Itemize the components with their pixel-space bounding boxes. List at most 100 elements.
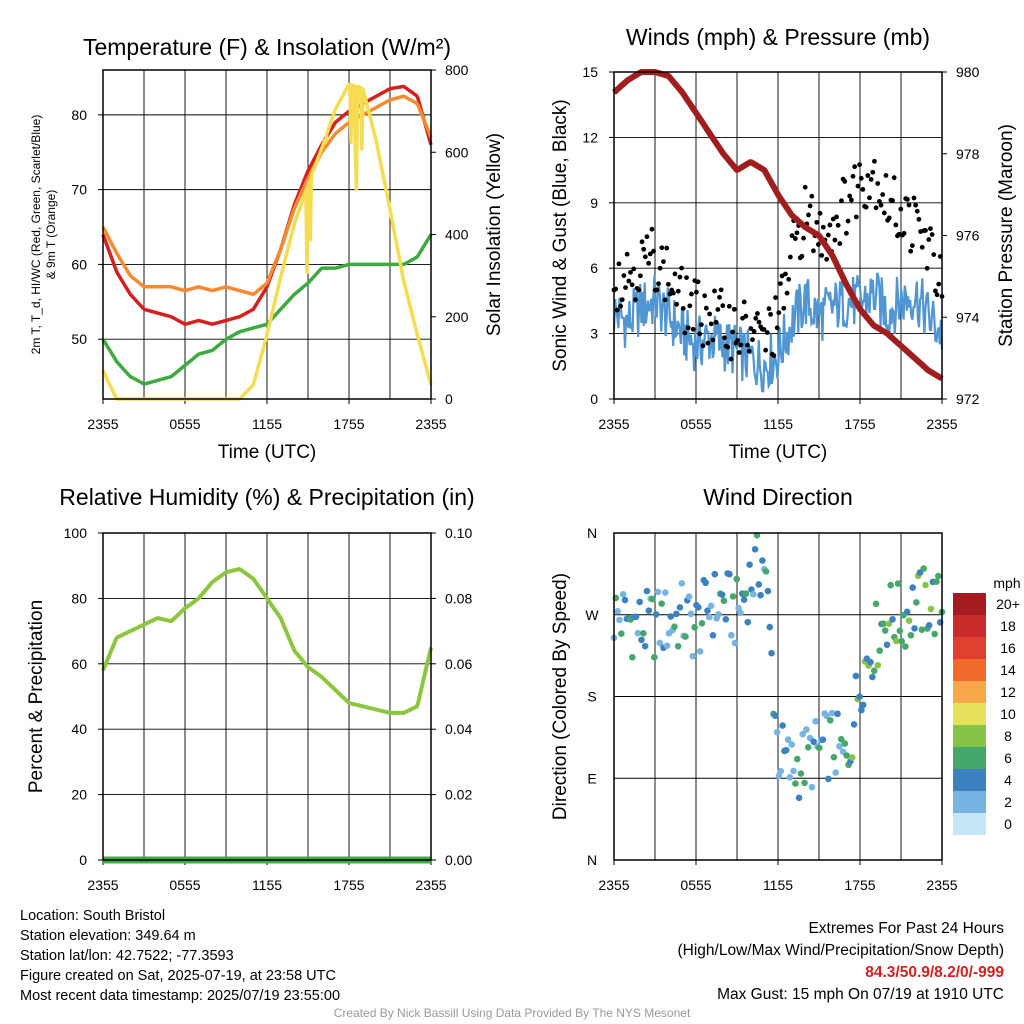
direction-point [786,773,794,781]
direction-point [764,587,772,595]
direction-point [641,642,649,650]
gust-point [870,169,876,175]
direction-point [685,593,693,601]
gust-point [682,330,688,336]
gust-point [689,291,694,297]
chart-title: Winds (mph) & Pressure (mb) [626,24,930,50]
direction-point [828,709,836,717]
legend-swatch [953,615,986,637]
legend-label: 18 [1000,618,1016,634]
gust-point [644,234,650,240]
direction-point [702,579,709,587]
direction-point [801,779,808,787]
direction-point [858,706,865,714]
x-tick-label: 2355 [598,416,629,432]
gust-point [725,344,731,350]
gust-point [707,311,712,317]
gust-point [868,177,874,182]
gust-point [746,348,752,354]
direction-point [810,738,818,746]
gust-point [886,215,892,221]
gust-point [855,183,861,189]
gust-point [694,289,699,295]
gust-point [642,254,648,260]
x-axis-label: Time (UTC) [729,442,828,463]
direction-point [797,770,805,777]
direction-point [782,746,790,754]
gust-point [913,202,919,208]
plot-frame [102,532,432,861]
direction-point [876,647,883,654]
gust-point [730,329,736,335]
direction-point [768,649,775,657]
legend-label: 16 [1000,640,1016,656]
gust-point [659,245,665,251]
gust-point [786,276,792,282]
direction-point [841,740,849,747]
gust-point [651,248,656,254]
x-tick-label: 1755 [844,416,875,432]
legend-label: 12 [1000,684,1016,700]
gust-point [865,173,871,178]
direction-point [935,572,942,580]
gust-point [792,236,798,241]
gust-point [789,233,795,239]
plot-frame [613,532,943,861]
direction-point [793,755,801,763]
gust-point [761,327,767,332]
direction-point [705,613,713,621]
x-tick-label: 1155 [252,877,282,893]
gust-point [687,303,693,309]
legend-swatch [953,791,986,813]
legend-swatch [953,769,986,791]
gust-point [616,261,622,267]
direction-point [645,607,653,614]
gust-point [814,219,820,225]
gust-point [778,281,783,286]
direction-point [892,637,900,645]
gust-point [748,326,754,331]
y-axis-label: Percent & Precipitation [26,600,47,793]
gust-point [665,281,671,287]
y2-tick-label: 800 [445,62,469,78]
gust-point [832,237,838,243]
direction-point [852,672,860,680]
legend-label: 14 [1000,662,1016,678]
direction-point [746,561,753,568]
direction-point [918,626,926,634]
gust-point [787,254,793,260]
legend-swatch [953,681,986,703]
direction-point [804,743,812,751]
direction-point [656,639,664,647]
direction-point [676,604,684,611]
direction-point [784,736,792,743]
gust-point [726,303,732,309]
y-tick-label: W [585,607,599,623]
latlon-text: Station lat/lon: 42.7522; -77.3593 [20,948,234,964]
gust-point [662,297,668,303]
gust-point [708,321,714,327]
series-line [101,84,433,326]
direction-point [832,769,840,776]
direction-point [819,736,827,743]
gust-point [751,329,757,334]
gust-point [674,301,680,307]
gust-point [801,235,806,241]
direction-point [836,743,843,750]
direction-point [652,611,660,618]
direction-point [634,629,642,637]
direction-point [815,744,823,752]
gust-point [835,222,841,228]
max-gust-text: Max Gust: 15 mph On 07/19 at 1910 UTC [717,986,1004,1003]
y-tick-label: N [587,852,597,868]
direction-point [687,610,695,618]
y-tick-label: 50 [71,331,87,347]
x-tick-label: 0555 [680,416,711,432]
gust-point [766,306,772,312]
legend-swatch [953,725,986,747]
series-line [101,233,433,386]
gust-point [636,287,642,293]
direction-point [834,710,841,718]
direction-point [671,623,678,630]
direction-point [922,581,929,589]
